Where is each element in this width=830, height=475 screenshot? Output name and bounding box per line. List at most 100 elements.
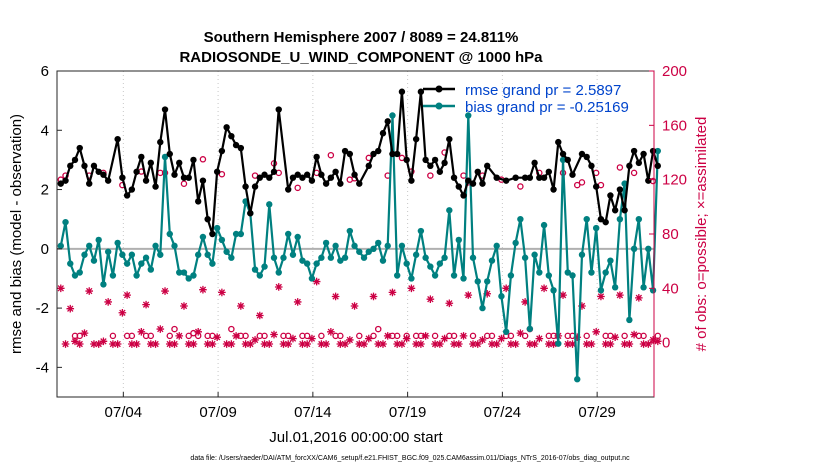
assimilated-count-marker <box>123 291 131 299</box>
assimilated-count-marker <box>255 311 264 320</box>
bias-point <box>147 266 155 273</box>
bias-point <box>607 257 614 264</box>
assimilated-count-marker <box>270 330 278 339</box>
assimilated-count-marker <box>260 340 269 348</box>
rmse-point <box>564 156 571 164</box>
bias-point <box>152 242 159 250</box>
assimilated-count-marker <box>199 285 207 294</box>
rmse-point <box>616 186 624 193</box>
assimilated-count-marker <box>412 340 420 348</box>
rmse-point <box>583 153 590 161</box>
assimilated-count-marker <box>440 334 449 343</box>
bias-point <box>128 251 136 258</box>
bias-point <box>67 260 74 267</box>
assimilated-count-marker <box>161 287 169 295</box>
rmse-point <box>545 168 553 175</box>
assimilated-count-marker <box>80 329 89 337</box>
assimilated-count-marker <box>488 340 496 348</box>
bias-point <box>597 287 605 294</box>
rmse-point <box>441 159 448 167</box>
rmse-point <box>640 150 647 158</box>
bias-point <box>379 257 387 264</box>
bias-point <box>450 272 458 279</box>
rmse-point <box>166 150 173 158</box>
rmse-point <box>398 88 406 95</box>
y-axis-label: rmse and bias (model - observation) <box>8 114 25 354</box>
assimilated-count-marker <box>104 298 112 306</box>
assimilated-count-marker <box>398 340 406 348</box>
bias-point <box>536 269 543 276</box>
bias-point <box>71 272 79 279</box>
assimilated-count-marker <box>327 328 335 336</box>
rmse-point <box>218 147 226 155</box>
rmse-point <box>417 88 425 95</box>
bias-point <box>517 215 524 223</box>
assimilated-count-marker <box>265 340 274 348</box>
possible-count-marker <box>180 180 188 187</box>
bias-point <box>303 260 311 267</box>
rmse-point <box>161 106 169 113</box>
assimilated-count-marker <box>445 299 454 308</box>
bias-point <box>166 230 173 238</box>
bias-point <box>512 239 519 247</box>
rmse-point <box>76 144 83 152</box>
assimilated-count-marker <box>459 332 468 340</box>
x-tick-label: 07/14 <box>294 404 332 421</box>
bias-point <box>81 251 88 258</box>
bias-point <box>133 272 140 279</box>
assimilated-count-marker <box>322 340 330 348</box>
x-tick-label: 07/24 <box>484 404 522 421</box>
bias-point <box>550 287 557 294</box>
assimilated-count-marker <box>218 288 226 297</box>
rmse-point <box>436 168 444 175</box>
y2-axis-label: # of obs: o=possible; ×=assimilated <box>693 117 710 352</box>
bias-point <box>289 251 297 258</box>
bias-point <box>142 254 150 261</box>
assimilated-count-marker <box>308 334 316 343</box>
bias-point <box>375 239 382 247</box>
bias-point <box>360 254 368 261</box>
assimilated-count-marker <box>99 337 108 346</box>
rmse-point <box>152 183 159 190</box>
rmse-point <box>375 147 382 155</box>
assimilated-count-marker <box>653 337 662 346</box>
rmse-point <box>147 159 155 167</box>
bias-point <box>431 272 439 279</box>
rmse-point <box>322 180 330 187</box>
bias-point <box>313 260 320 267</box>
rmse-point <box>213 168 221 175</box>
bias-point <box>398 242 406 250</box>
bias-point <box>332 242 339 250</box>
bias-point <box>427 263 434 270</box>
possible-count-marker <box>374 325 382 333</box>
assimilated-count-marker <box>346 336 354 344</box>
assimilated-count-marker <box>203 340 212 348</box>
assimilated-count-marker <box>563 340 572 348</box>
assimilated-count-marker <box>156 325 165 333</box>
rmse-point <box>232 141 240 149</box>
possible-count-marker <box>185 332 192 340</box>
assimilated-count-marker <box>142 300 150 309</box>
bias-point <box>417 227 425 235</box>
assimilated-count-marker <box>431 340 439 348</box>
rmse-point <box>450 174 458 181</box>
rmse-point <box>223 124 230 131</box>
assimilated-count-marker <box>473 340 482 348</box>
y2-tick-label: 40 <box>662 280 679 297</box>
legend: rmse grand pr = 2.5897 bias grand pr = -… <box>423 82 629 116</box>
bias-point <box>138 260 145 267</box>
rmse-point <box>412 135 420 143</box>
assimilated-count-marker <box>388 288 397 297</box>
rmse-point <box>455 183 462 190</box>
assimilated-count-marker <box>227 340 236 348</box>
assimilated-count-marker <box>374 340 383 348</box>
rmse-point <box>351 171 358 178</box>
rmse-point <box>299 174 306 181</box>
bias-point <box>446 207 453 214</box>
rmse-point <box>493 174 500 181</box>
assimilated-count-marker <box>507 340 515 348</box>
rmse-point <box>209 230 216 238</box>
bias-point <box>213 224 221 232</box>
assimilated-count-marker <box>383 332 392 340</box>
possible-count-marker <box>427 172 434 179</box>
